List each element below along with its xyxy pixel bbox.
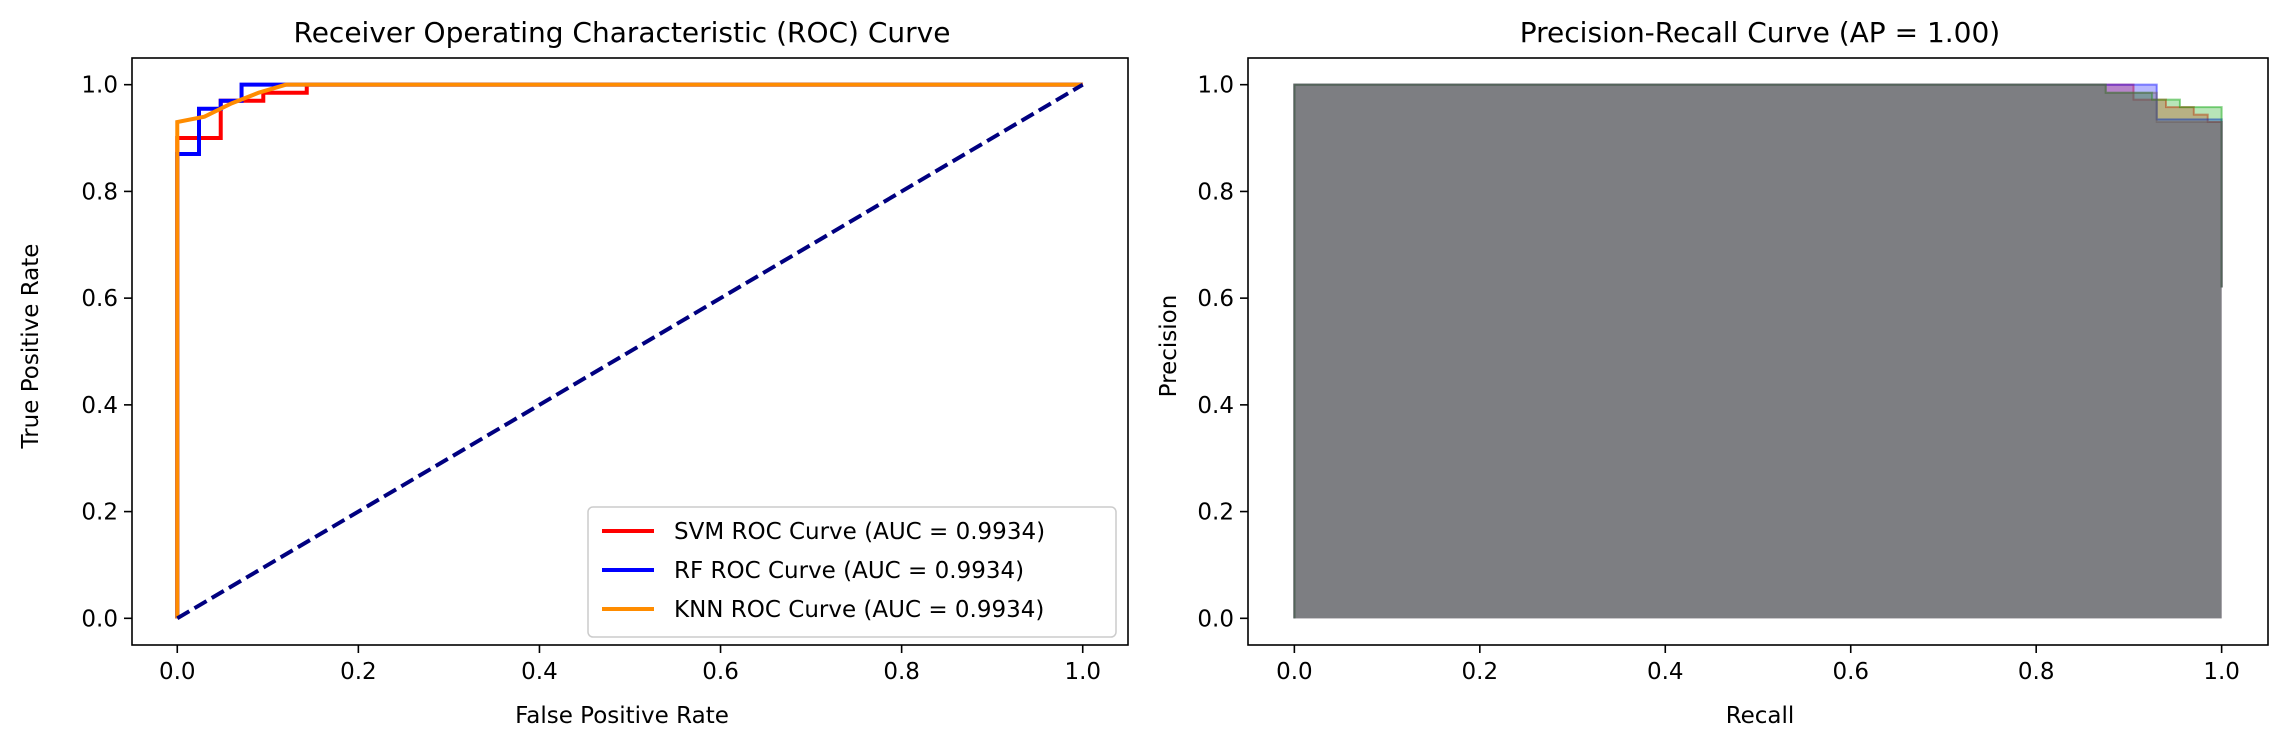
pr-y-tick-label: 0.2 bbox=[1197, 500, 1234, 526]
roc-x-tick-label: 0.2 bbox=[340, 659, 377, 685]
roc-x-axis-label: False Positive Rate bbox=[515, 703, 729, 729]
pr-x-tick-label: 1.0 bbox=[2203, 659, 2240, 685]
roc-legend: SVM ROC Curve (AUC = 0.9934) RF ROC Curv… bbox=[587, 506, 1117, 638]
roc-x-tick-label: 1.0 bbox=[1064, 659, 1101, 685]
pr-y-tick-label: 0.4 bbox=[1197, 393, 1234, 419]
roc-plot-area: 0.0 0.2 0.4 0.6 0.8 1.0 0.0 0.2 0.4 0.6 0.8 1.0 bbox=[81, 57, 1129, 685]
roc-diagonal-reference-line bbox=[176, 82, 1084, 621]
roc-chart-title: Receiver Operating Characteristic (ROC) … bbox=[294, 16, 951, 49]
pr-series-3-line bbox=[1293, 83, 2223, 619]
roc-legend-label-knn: KNN ROC Curve (AUC = 0.9934) bbox=[674, 597, 1044, 623]
pr-x-tick-label: 0.4 bbox=[1647, 659, 1684, 685]
roc-y-tick-label: 0.2 bbox=[81, 500, 118, 526]
pr-x-tick-label: 0.8 bbox=[2018, 659, 2055, 685]
pr-x-tick-label: 0.0 bbox=[1276, 659, 1313, 685]
roc-x-tick-label: 0.0 bbox=[159, 659, 196, 685]
roc-y-tick-label: 0.4 bbox=[81, 393, 118, 419]
pr-axes-frame bbox=[1247, 57, 2269, 646]
roc-legend-label-svm: SVM ROC Curve (AUC = 0.9934) bbox=[674, 519, 1045, 545]
pr-y-tick-label: 1.0 bbox=[1197, 73, 1234, 99]
pr-series-1-area bbox=[1294, 84, 2222, 619]
pr-series-0-area bbox=[1294, 84, 2222, 619]
roc-x-tick-label: 0.6 bbox=[702, 659, 739, 685]
pr-y-tick-label: 0.6 bbox=[1197, 286, 1234, 312]
roc-y-tick-label: 0.0 bbox=[81, 606, 118, 632]
roc-legend-frame bbox=[587, 506, 1117, 638]
roc-chart: Receiver Operating Characteristic (ROC) … bbox=[18, 16, 1129, 729]
pr-chart-title: Precision-Recall Curve (AP = 1.00) bbox=[1520, 16, 2000, 49]
roc-legend-label-rf: RF ROC Curve (AUC = 0.9934) bbox=[674, 558, 1024, 584]
roc-y-tick-label: 0.6 bbox=[81, 286, 118, 312]
pr-chart: Precision-Recall Curve (AP = 1.00) 0.0 0.… bbox=[1156, 16, 2269, 729]
pr-x-axis-label: Recall bbox=[1726, 703, 1795, 729]
roc-x-tick-label: 0.8 bbox=[883, 659, 920, 685]
pr-series-2-area bbox=[1294, 84, 2222, 619]
pr-y-tick-label: 0.0 bbox=[1197, 606, 1234, 632]
roc-y-tick-label: 0.8 bbox=[81, 179, 118, 205]
pr-series-1-line bbox=[1293, 83, 2223, 619]
roc-y-tick-label: 1.0 bbox=[81, 73, 118, 99]
pr-plot-area: 0.0 0.2 0.4 0.6 0.8 1.0 0.0 0.2 0.4 0.6 0.8 1.0 bbox=[1197, 57, 2269, 685]
roc-axes-frame bbox=[131, 57, 1129, 646]
pr-y-tick-label: 0.8 bbox=[1197, 179, 1234, 205]
pr-x-tick-label: 0.6 bbox=[1832, 659, 1869, 685]
roc-series-2-line bbox=[175, 82, 1083, 619]
pr-series-2-line bbox=[1293, 83, 2223, 619]
pr-y-axis-label: Precision bbox=[1156, 295, 1182, 398]
roc-y-axis-label: True Positive Rate bbox=[18, 244, 44, 450]
pr-series-3-area bbox=[1294, 84, 2222, 619]
pr-series-0-line bbox=[1293, 83, 2223, 619]
roc-x-tick-label: 0.4 bbox=[521, 659, 558, 685]
pr-x-tick-label: 0.2 bbox=[1462, 659, 1499, 685]
